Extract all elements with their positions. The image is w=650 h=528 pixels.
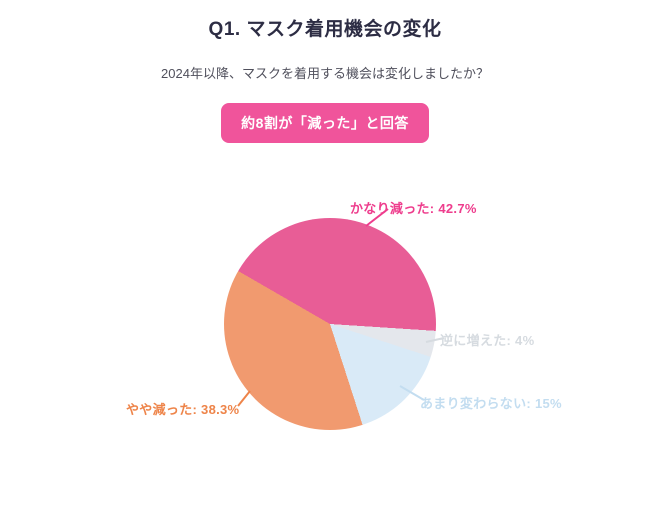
- leader-line-yaya-hetta: [237, 390, 251, 407]
- pie-label-amari-kawaranai: あまり変わらない: 15%: [420, 396, 562, 411]
- pie-chart-area: かなり減った: 42.7% 逆に増えた: 4% あまり変わらない: 15% やや…: [0, 170, 650, 528]
- infographic-page: Q1. マスク着用機会の変化 2024年以降、マスクを着用する機会は変化しました…: [0, 0, 650, 430]
- pie-chart: [224, 218, 436, 430]
- pie-label-yaya-hetta: やや減った: 38.3%: [126, 402, 240, 417]
- badge-wrap: 約8割が「減った」と回答: [0, 103, 650, 143]
- answer-badge: 約8割が「減った」と回答: [221, 103, 429, 143]
- question-subtitle: 2024年以降、マスクを着用する機会は変化しましたか？: [161, 66, 489, 81]
- page-title: Q1. マスク着用機会の変化: [208, 19, 442, 40]
- pie-label-gyaku-ni-fueta: 逆に増えた: 4%: [440, 333, 535, 348]
- pie-label-kanari-hetta: かなり減った: 42.7%: [350, 201, 477, 216]
